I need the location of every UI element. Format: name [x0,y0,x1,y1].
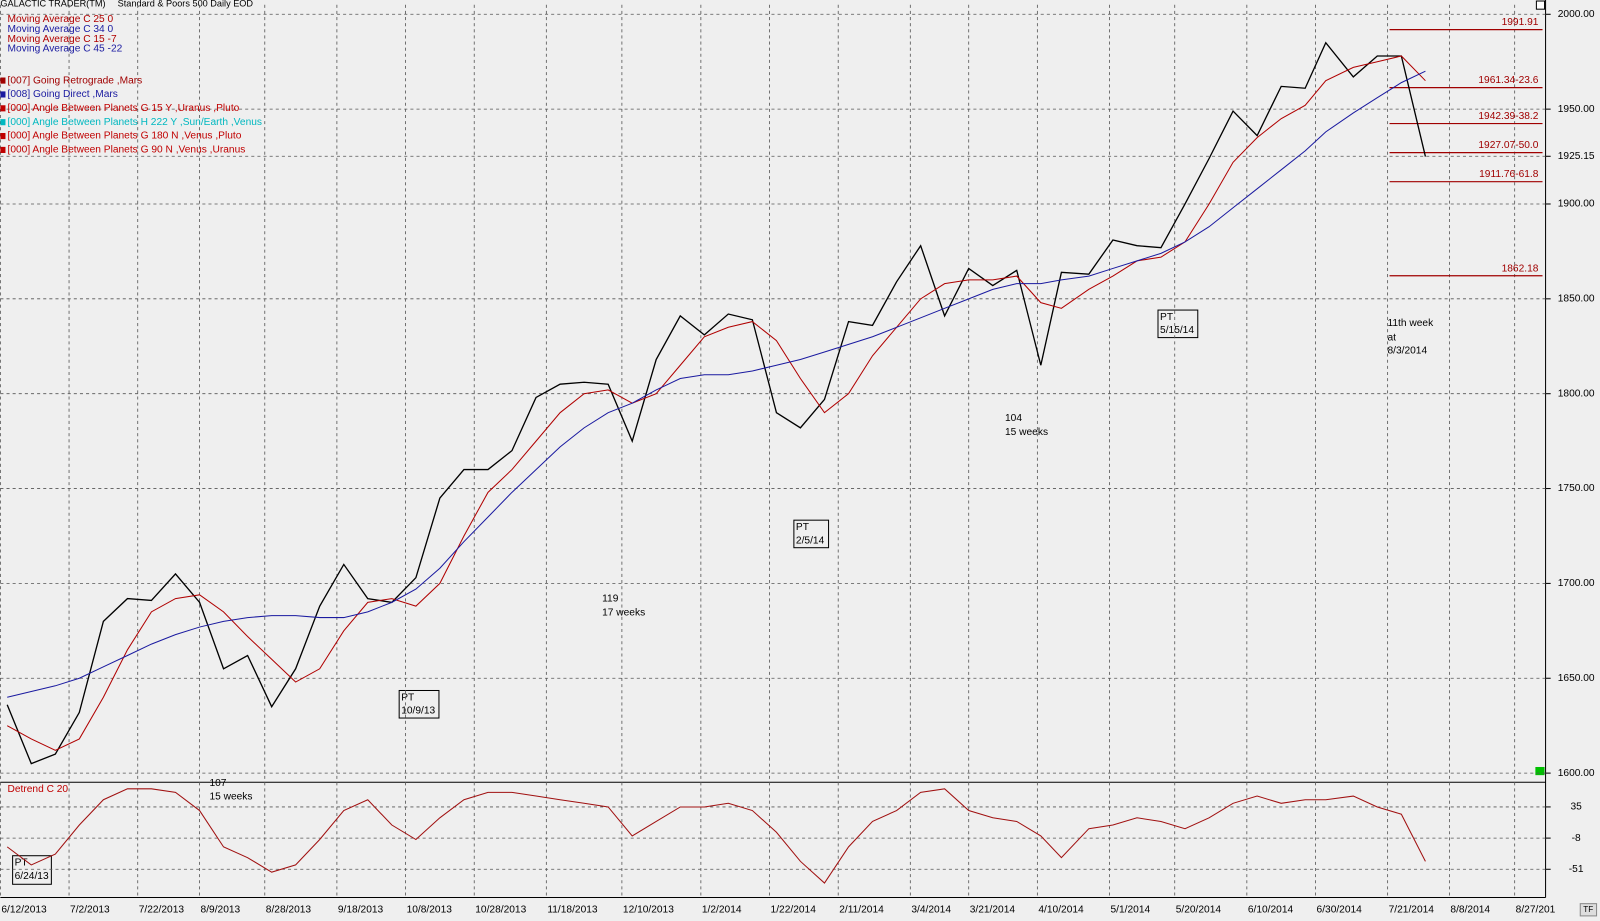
y-tick-label: -8 [1572,833,1581,844]
x-tick-label: 12/10/2013 [623,904,674,915]
x-tick-label: 4/10/2014 [1038,904,1084,915]
x-tick-label: 6/30/2014 [1317,904,1363,915]
x-tick-label: 2/11/2014 [839,904,884,915]
x-tick-label: 7/2/2013 [70,904,110,915]
annotation: 15 weeks [209,791,252,802]
legend-entry: Moving Average C 15 -7 [8,34,117,45]
x-tick-label: 8/9/2013 [201,904,241,915]
level-label: 1961.34-23.6 [1478,75,1538,86]
button[interactable] [1579,903,1598,917]
x-tick-label: 8/27/201 [1516,904,1556,915]
annotation: 10/9/13 [401,706,435,717]
annotation: 15 weeks [1005,427,1048,438]
legend-entry: [008] Going Direct ,Mars [8,89,118,100]
annotation: 17 weeks [602,608,645,619]
annotation-box [398,689,440,719]
x-tick-label: 3/4/2014 [911,904,951,915]
x-tick-label: 5/1/2014 [1111,904,1151,915]
annotation: 104 [1005,413,1022,424]
marker [1535,766,1545,776]
legend-icon [0,132,6,140]
legend-icon [0,119,6,126]
level-label: 1942.39-38.2 [1478,111,1538,122]
panel-title: Detrend C 20 [8,784,69,795]
legend-icon [0,77,6,84]
x-tick-label: 7/21/2014 [1389,904,1435,915]
annotation: 6/24/13 [15,871,49,882]
annotation: at [1387,332,1396,343]
annotation: 8/3/2014 [1387,346,1427,357]
button-label: TF [1583,905,1593,914]
y-tick-label: 1750.00 [1558,483,1595,494]
x-tick-label: 9/18/2013 [338,904,384,915]
annotation-box [12,855,52,885]
x-tick-label: 6/10/2014 [1248,904,1294,915]
data-line [6,788,1426,884]
y-tick-label: 1925.15 [1558,151,1595,162]
x-tick-label: 1/2/2014 [702,904,742,915]
legend-icon [0,105,6,112]
legend-entry: [007] Going Retrograde ,Mars [8,75,143,86]
y-tick-label: 2000.00 [1558,9,1595,20]
y-tick-label: 1650.00 [1558,673,1595,684]
annotation: PT [401,692,414,703]
x-tick-label: 10/28/2013 [475,904,526,915]
legend-icon [0,91,6,98]
level-label: 1862.18 [1502,263,1539,274]
x-tick-label: 8/28/2013 [266,904,312,915]
legend-entry: [000] Angle Between Planets G 90 N ,Venu… [8,145,246,156]
chart-title: GALACTIC TRADER(TM) [0,0,105,9]
x-tick-label: 1/22/2014 [771,904,817,915]
annotations: PT 6/24/13 PT 10/9/13 PT 2/5/14 PT 5/15/… [12,309,1434,885]
x-tick-label: 8/8/2014 [1450,904,1490,915]
x-tick-label: 6/12/2013 [1,904,47,915]
data-line [6,55,1426,751]
x-tick-label: 3/21/2014 [970,904,1016,915]
data-line [6,41,1427,765]
legend-entry: Moving Average C 45 -22 [8,44,123,55]
y-tick-label: 1900.00 [1558,199,1595,210]
level-label: 1911.76-61.8 [1479,169,1539,180]
x-tick-label: 7/22/2013 [139,904,185,915]
y-tick-label: 1600.00 [1558,768,1595,779]
annotation: 119 [602,593,619,604]
y-tick-label: 1950.00 [1558,104,1595,115]
level-label: 1927.07-50.0 [1478,140,1538,151]
y-tick-label: 35 [1570,802,1582,813]
legend-entry: [000] Angle Between Planets H 222 Y ,Sun… [8,117,262,128]
x-tick-label: 10/8/2013 [407,904,453,915]
legend-entry: [000] Angle Between Planets G 15 Y ,Uran… [8,103,240,114]
annotation: PT [15,858,28,869]
legend-entry: [000] Angle Between Planets G 180 N ,Ven… [8,131,242,142]
y-tick-label: 1850.00 [1558,294,1595,305]
annotation: 11th week [1387,318,1434,329]
y-tick-label: -51 [1569,864,1584,875]
legend-icon [0,146,6,153]
annotation: 5/15/14 [1160,325,1194,336]
legend-entry: Moving Average C 25 0 [8,14,114,25]
annotation: 2/5/14 [796,535,825,546]
annotation: 107 [209,778,226,789]
x-tick-label: 11/18/2013 [547,904,598,915]
annotation-box [793,519,830,549]
button[interactable] [1535,0,1546,10]
legend-entry: Moving Average C 34 0 [8,24,114,35]
level-label: 1991.91 [1502,17,1539,28]
x-tick-label: 5/20/2014 [1176,904,1222,915]
y-tick-label: 1700.00 [1558,578,1595,589]
chart-subtitle: Standard & Poors 500 Daily EOD [118,0,254,9]
annotation-box [1157,309,1199,339]
data-line [7,70,1426,698]
annotation: PT [1160,312,1173,323]
y-tick-label: 1800.00 [1558,388,1595,399]
annotation: PT [796,522,809,533]
